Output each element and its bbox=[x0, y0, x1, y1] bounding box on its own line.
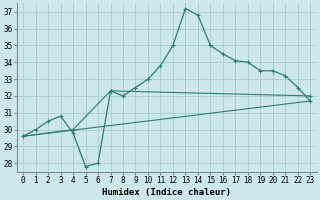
X-axis label: Humidex (Indice chaleur): Humidex (Indice chaleur) bbox=[102, 188, 231, 197]
